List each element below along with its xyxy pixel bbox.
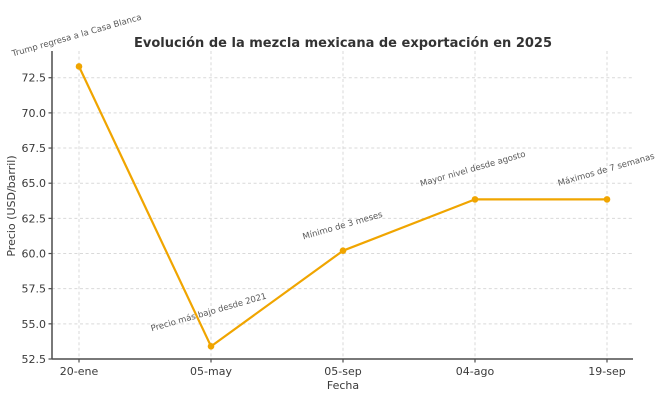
- x-tick-label: 04-ago: [456, 365, 495, 378]
- y-tick-label: 62.5: [22, 212, 47, 225]
- y-tick-label: 57.5: [22, 283, 47, 296]
- y-tick-label: 65.0: [22, 177, 47, 190]
- data-series: [75, 63, 611, 350]
- data-point: [207, 343, 215, 350]
- gridlines: [52, 51, 633, 360]
- y-tick-label: 72.5: [22, 72, 47, 85]
- y-axis-label: Precio (USD/barril): [5, 155, 18, 256]
- data-point: [339, 247, 347, 255]
- x-tick-label: 05-sep: [324, 365, 361, 378]
- data-point: [471, 196, 479, 203]
- point-annotation: Precio más bajo desde 2021: [150, 292, 268, 335]
- tick-labels: 52.5 55.0 57.5 60.0 62.5 65.0 67.5 70.0 72.5 20-e…: [22, 72, 626, 378]
- data-point: [603, 196, 611, 203]
- y-tick-label: 55.0: [22, 318, 47, 331]
- axes: [48, 51, 633, 363]
- x-tick-label: 19-sep: [588, 365, 625, 378]
- data-point: [75, 63, 83, 70]
- y-tick-label: 70.0: [22, 107, 47, 120]
- x-axis-label: Fecha: [327, 379, 359, 392]
- y-tick-label: 67.5: [22, 142, 47, 155]
- x-tick-label: 05-may: [190, 365, 232, 378]
- y-tick-label: 52.5: [22, 353, 47, 366]
- chart-title: Evolución de la mezcla mexicana de expor…: [134, 36, 552, 51]
- annotations: Trump regresa a la Casa Blanca Precio más…: [10, 13, 656, 335]
- point-annotation: Trump regresa a la Casa Blanca: [10, 13, 143, 60]
- x-tick-label: 20-ene: [60, 365, 99, 378]
- y-tick-label: 60.0: [22, 248, 47, 261]
